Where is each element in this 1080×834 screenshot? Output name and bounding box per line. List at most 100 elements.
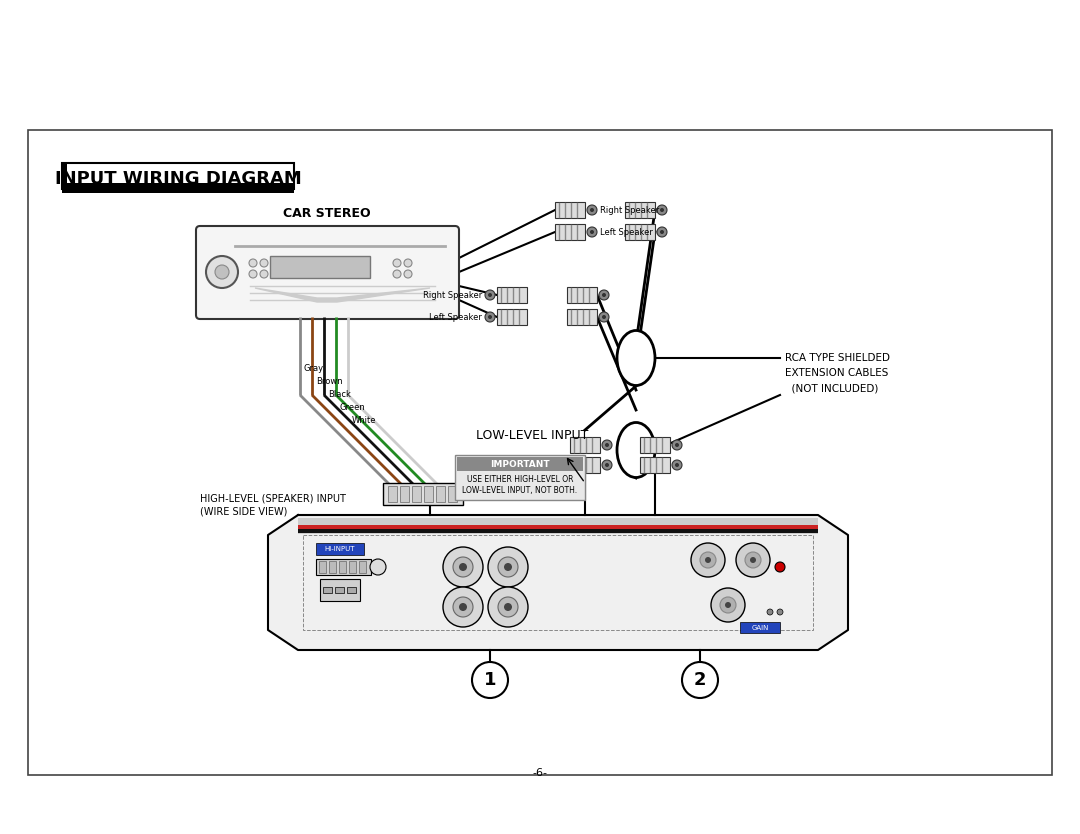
Circle shape: [590, 208, 594, 212]
Text: Brown: Brown: [316, 376, 342, 385]
Circle shape: [602, 460, 612, 470]
Bar: [567, 309, 597, 325]
Bar: [411, 486, 421, 502]
Circle shape: [711, 588, 745, 622]
Circle shape: [459, 563, 467, 571]
Circle shape: [681, 662, 718, 698]
Bar: [424, 486, 433, 502]
Circle shape: [215, 265, 229, 279]
Text: IMPORTANT: IMPORTANT: [490, 460, 550, 469]
Bar: [323, 587, 332, 593]
Circle shape: [660, 208, 664, 212]
Circle shape: [404, 259, 411, 267]
Text: LOW-LEVEL INPUT: LOW-LEVEL INPUT: [476, 429, 589, 441]
Circle shape: [443, 587, 483, 627]
Circle shape: [775, 562, 785, 572]
Circle shape: [249, 259, 257, 267]
Text: EXTENSION CABLES: EXTENSION CABLES: [785, 368, 889, 378]
Circle shape: [691, 543, 725, 577]
Circle shape: [705, 557, 711, 563]
Circle shape: [485, 290, 495, 300]
Circle shape: [588, 205, 597, 215]
Text: USE EITHER HIGH-LEVEL OR: USE EITHER HIGH-LEVEL OR: [467, 475, 573, 484]
Text: CAR STEREO: CAR STEREO: [283, 207, 370, 220]
Bar: [62, 163, 294, 189]
Bar: [388, 486, 397, 502]
Bar: [316, 543, 364, 555]
Text: Left Speaker: Left Speaker: [429, 313, 482, 321]
Polygon shape: [255, 288, 430, 302]
Circle shape: [260, 259, 268, 267]
Circle shape: [602, 315, 606, 319]
Bar: [320, 579, 360, 601]
Bar: [62, 183, 294, 193]
Circle shape: [472, 662, 508, 698]
Bar: [497, 309, 527, 325]
Text: HIGH-LEVEL (SPEAKER) INPUT: HIGH-LEVEL (SPEAKER) INPUT: [200, 493, 346, 503]
Text: Black: Black: [328, 389, 351, 399]
Circle shape: [504, 603, 512, 611]
Bar: [316, 559, 372, 575]
Bar: [359, 561, 366, 573]
Bar: [383, 483, 463, 505]
Text: 1: 1: [484, 671, 496, 689]
Bar: [303, 535, 813, 630]
Circle shape: [745, 552, 761, 568]
Text: GAIN: GAIN: [752, 625, 769, 631]
Text: 2: 2: [693, 671, 706, 689]
Text: Left Speaker: Left Speaker: [600, 228, 653, 237]
Circle shape: [260, 270, 268, 278]
Circle shape: [767, 609, 773, 615]
Bar: [640, 457, 670, 473]
Bar: [335, 587, 345, 593]
Circle shape: [453, 597, 473, 617]
Bar: [455, 455, 585, 500]
Bar: [298, 525, 818, 529]
Circle shape: [657, 205, 667, 215]
Bar: [640, 437, 670, 453]
Circle shape: [602, 440, 612, 450]
Bar: [319, 561, 326, 573]
Circle shape: [443, 547, 483, 587]
Circle shape: [488, 587, 528, 627]
Bar: [270, 256, 370, 278]
Text: (NOT INCLUDED): (NOT INCLUDED): [785, 383, 878, 393]
Circle shape: [588, 227, 597, 237]
Text: Gray: Gray: [303, 364, 324, 373]
Bar: [436, 486, 445, 502]
Circle shape: [602, 293, 606, 297]
Circle shape: [393, 270, 401, 278]
Circle shape: [370, 559, 386, 575]
Text: INPUT WIRING DIAGRAM: INPUT WIRING DIAGRAM: [55, 170, 301, 188]
Text: -6-: -6-: [532, 768, 548, 778]
Circle shape: [393, 259, 401, 267]
Bar: [448, 486, 457, 502]
Bar: [740, 622, 780, 633]
Circle shape: [459, 603, 467, 611]
Circle shape: [675, 443, 679, 447]
Bar: [62, 163, 67, 189]
Circle shape: [498, 597, 518, 617]
Circle shape: [657, 227, 667, 237]
Bar: [497, 287, 527, 303]
Bar: [400, 486, 409, 502]
Bar: [298, 529, 818, 533]
Text: RCA TYPE SHIELDED: RCA TYPE SHIELDED: [785, 353, 890, 363]
Circle shape: [404, 270, 411, 278]
Text: Green: Green: [340, 403, 366, 411]
Text: White: White: [352, 415, 377, 425]
Circle shape: [599, 290, 609, 300]
Circle shape: [735, 543, 770, 577]
Bar: [298, 518, 818, 534]
Polygon shape: [268, 515, 848, 650]
Circle shape: [605, 443, 609, 447]
Ellipse shape: [617, 423, 654, 478]
Bar: [339, 561, 346, 573]
Bar: [457, 457, 583, 471]
Circle shape: [777, 609, 783, 615]
Bar: [567, 287, 597, 303]
Ellipse shape: [617, 330, 654, 385]
Circle shape: [672, 440, 681, 450]
Circle shape: [605, 463, 609, 467]
Text: (WIRE SIDE VIEW): (WIRE SIDE VIEW): [200, 506, 287, 516]
